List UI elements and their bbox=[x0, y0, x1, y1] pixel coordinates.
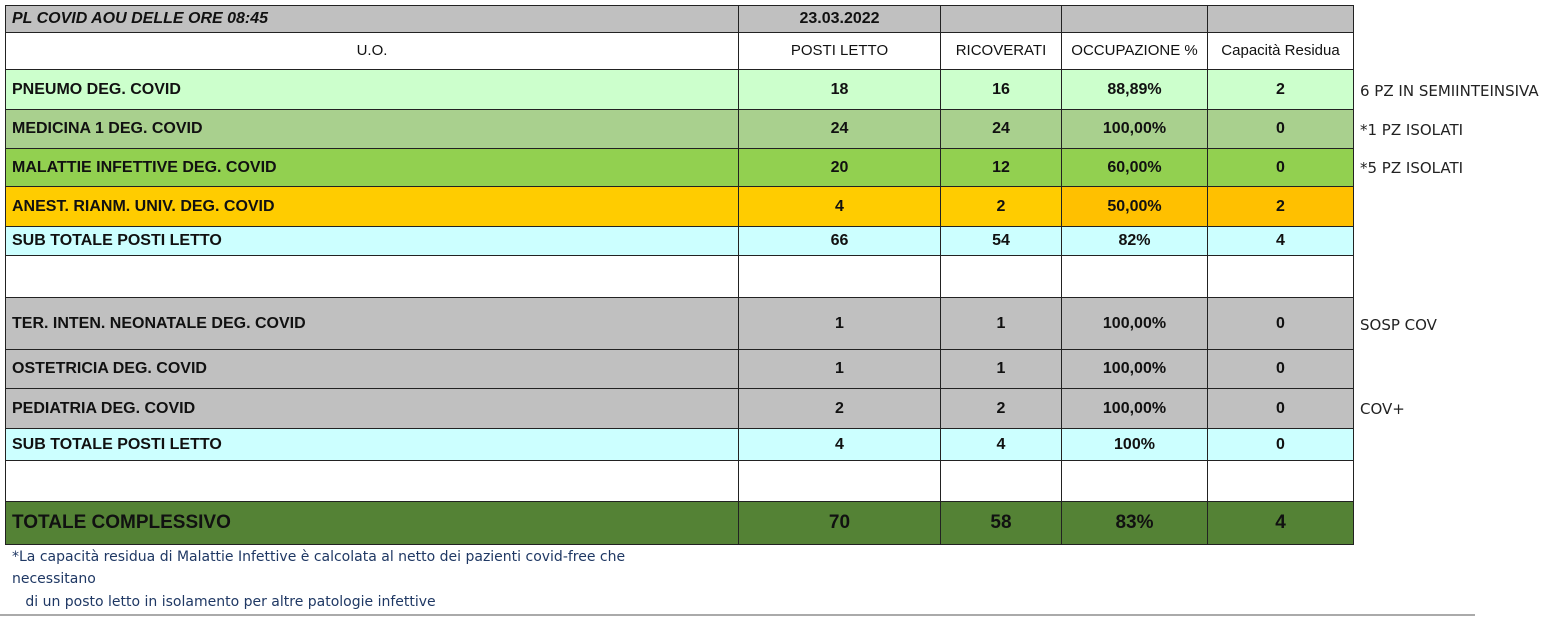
ricoverati: 4 bbox=[940, 428, 1062, 461]
capacita: 0 bbox=[1207, 428, 1354, 461]
subtotal-row: SUB TOTALE POSTI LETTO 4 4 100% 0 bbox=[5, 428, 1354, 461]
blank-row bbox=[5, 255, 1354, 298]
uo: PEDIATRIA DEG. COVID bbox=[5, 388, 739, 429]
uo: SUB TOTALE POSTI LETTO bbox=[5, 226, 739, 256]
capacita: 0 bbox=[1207, 349, 1354, 389]
ricoverati: 2 bbox=[940, 186, 1062, 227]
capacita: 4 bbox=[1207, 226, 1354, 256]
footnote-line: di un posto letto in isolamento per altr… bbox=[12, 594, 436, 610]
uo: OSTETRICIA DEG. COVID bbox=[5, 349, 739, 389]
ricoverati: 1 bbox=[940, 349, 1062, 389]
occupazione: 100,00% bbox=[1061, 297, 1208, 350]
col-uo: U.O. bbox=[5, 32, 739, 70]
ricoverati: 2 bbox=[940, 388, 1062, 429]
uo: ANEST. RIANM. UNIV. DEG. COVID bbox=[5, 186, 739, 227]
posti: 4 bbox=[738, 428, 941, 461]
capacita: 0 bbox=[1207, 109, 1354, 149]
occupazione: 60,00% bbox=[1061, 148, 1208, 187]
uo: MALATTIE INFETTIVE DEG. COVID bbox=[5, 148, 739, 187]
capacita: 0 bbox=[1207, 297, 1354, 350]
ricoverati: 1 bbox=[940, 297, 1062, 350]
occupazione: 100,00% bbox=[1061, 349, 1208, 389]
posti: 20 bbox=[738, 148, 941, 187]
side-note: SOSP COV bbox=[1360, 316, 1437, 334]
posti: 18 bbox=[738, 69, 941, 110]
side-note: *1 PZ ISOLATI bbox=[1360, 121, 1464, 139]
capacita: 0 bbox=[1207, 388, 1354, 429]
bed-occupancy-table: PL COVID AOU DELLE ORE 08:45 23.03.2022 … bbox=[5, 5, 1354, 545]
uo: TER. INTEN. NEONATALE DEG. COVID bbox=[5, 297, 739, 350]
ricoverati: 16 bbox=[940, 69, 1062, 110]
posti: 4 bbox=[738, 186, 941, 227]
blank-row bbox=[5, 460, 1354, 502]
occupazione: 100% bbox=[1061, 428, 1208, 461]
ricoverati: 12 bbox=[940, 148, 1062, 187]
side-note: 6 PZ IN SEMIINTEINSIVA bbox=[1360, 82, 1539, 100]
report-date: 23.03.2022 bbox=[738, 5, 941, 33]
col-ricoverati: RICOVERATI bbox=[940, 32, 1062, 70]
title-row: PL COVID AOU DELLE ORE 08:45 23.03.2022 bbox=[5, 5, 1354, 33]
occupazione: 50,00% bbox=[1061, 186, 1208, 227]
ricoverati: 58 bbox=[940, 501, 1062, 545]
ricoverati: 54 bbox=[940, 226, 1062, 256]
uo: MEDICINA 1 DEG. COVID bbox=[5, 109, 739, 149]
footnote-line: *La capacità residua di Malattie Infetti… bbox=[12, 549, 626, 565]
posti: 1 bbox=[738, 349, 941, 389]
uo: PNEUMO DEG. COVID bbox=[5, 69, 739, 110]
table-row: TER. INTEN. NEONATALE DEG. COVID 1 1 100,00… bbox=[5, 297, 1354, 350]
table-row: PEDIATRIA DEG. COVID 2 2 100,00% 0 bbox=[5, 388, 1354, 429]
capacita: 2 bbox=[1207, 69, 1354, 110]
posti: 66 bbox=[738, 226, 941, 256]
total-row: TOTALE COMPLESSIVO 70 58 83% 4 bbox=[5, 501, 1354, 545]
footnote-line: necessitano bbox=[12, 571, 96, 587]
table-row: PNEUMO DEG. COVID 18 16 88,89% 2 bbox=[5, 69, 1354, 110]
occupazione: 88,89% bbox=[1061, 69, 1208, 110]
header-row: U.O. POSTI LETTO RICOVERATI OCCUPAZIONE … bbox=[5, 32, 1354, 70]
posti: 2 bbox=[738, 388, 941, 429]
table-row: OSTETRICIA DEG. COVID 1 1 100,00% 0 bbox=[5, 349, 1354, 389]
divider bbox=[0, 614, 1475, 616]
uo: SUB TOTALE POSTI LETTO bbox=[5, 428, 739, 461]
col-occupazione: OCCUPAZIONE % bbox=[1061, 32, 1208, 70]
side-note: COV+ bbox=[1360, 400, 1405, 418]
posti: 1 bbox=[738, 297, 941, 350]
posti: 24 bbox=[738, 109, 941, 149]
col-capacita: Capacità Residua bbox=[1207, 32, 1354, 70]
occupazione: 83% bbox=[1061, 501, 1208, 545]
side-note: *5 PZ ISOLATI bbox=[1360, 159, 1464, 177]
table-title: PL COVID AOU DELLE ORE 08:45 bbox=[5, 5, 739, 33]
occupazione: 82% bbox=[1061, 226, 1208, 256]
table-row: MEDICINA 1 DEG. COVID 24 24 100,00% 0 bbox=[5, 109, 1354, 149]
subtotal-row: SUB TOTALE POSTI LETTO 66 54 82% 4 bbox=[5, 226, 1354, 256]
col-posti: POSTI LETTO bbox=[738, 32, 941, 70]
capacita: 2 bbox=[1207, 186, 1354, 227]
capacita: 4 bbox=[1207, 501, 1354, 545]
occupazione: 100,00% bbox=[1061, 109, 1208, 149]
capacita: 0 bbox=[1207, 148, 1354, 187]
table-row: ANEST. RIANM. UNIV. DEG. COVID 4 2 50,00% 2 bbox=[5, 186, 1354, 227]
uo: TOTALE COMPLESSIVO bbox=[5, 501, 739, 545]
table-row: MALATTIE INFETTIVE DEG. COVID 20 12 60,00% 0 bbox=[5, 148, 1354, 187]
posti: 70 bbox=[738, 501, 941, 545]
ricoverati: 24 bbox=[940, 109, 1062, 149]
occupazione: 100,00% bbox=[1061, 388, 1208, 429]
